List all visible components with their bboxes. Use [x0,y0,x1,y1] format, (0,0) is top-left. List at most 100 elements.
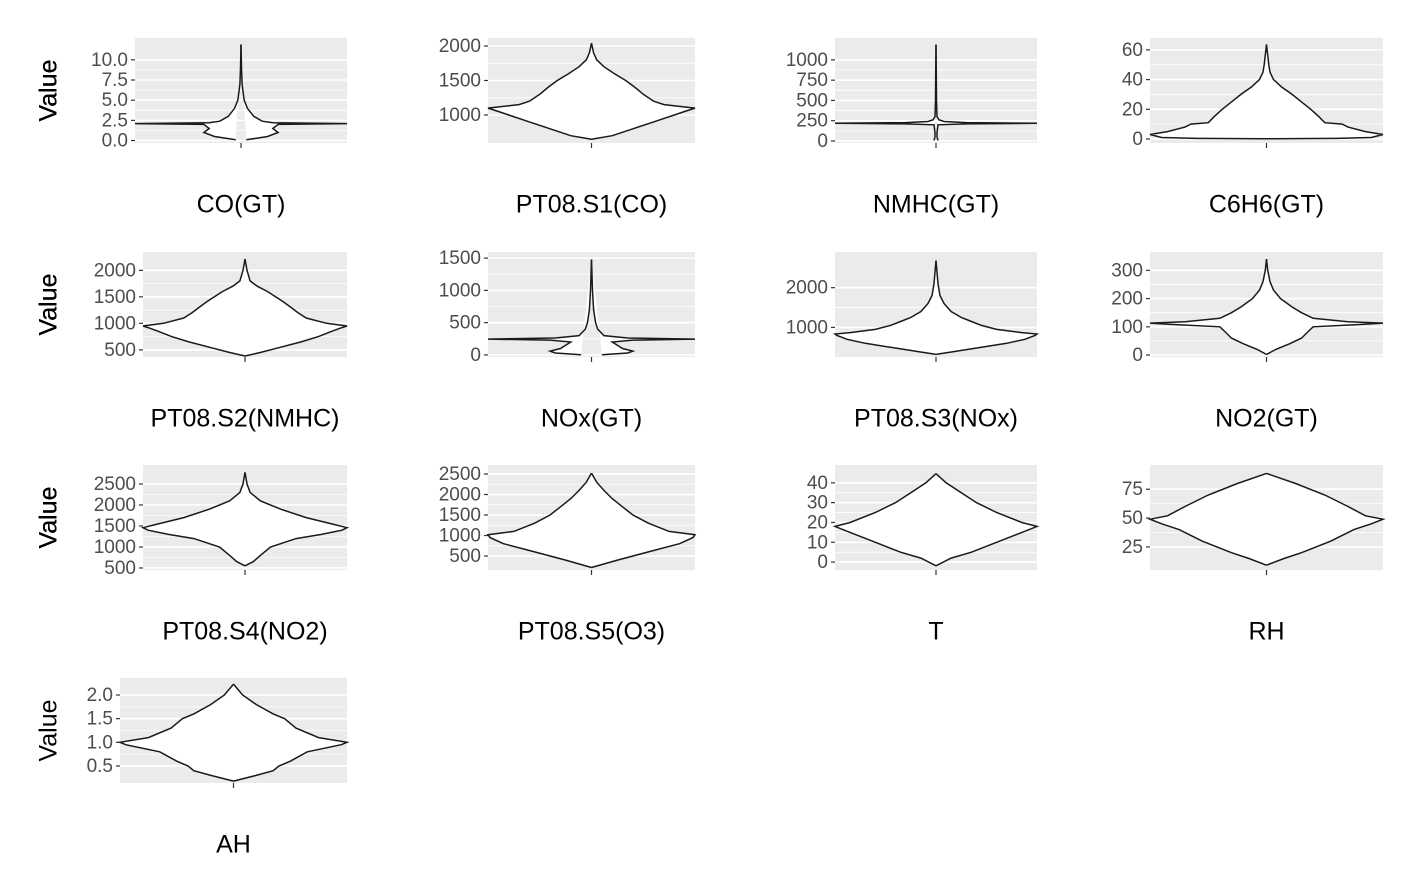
y-tick-label: 200 [1111,289,1143,310]
violin-left [832,260,937,356]
violin-left [117,683,235,782]
y-tick-label: 1000 [439,280,481,301]
y-tick-label: 300 [1111,260,1143,281]
y-axis-label: Value [35,59,63,121]
y-tick-label: 0.5 [87,756,113,777]
x-axis-label: CO(GT) [197,191,286,219]
y-tick-label: 0 [470,345,481,366]
violin-right [590,43,696,141]
y-tick-label: 1000 [94,313,136,334]
y-tick-label: 10.0 [91,50,128,71]
y-tick-label: 50 [1122,508,1143,529]
x-axis-label: NO2(GT) [1215,405,1318,433]
y-tick-label: 2.5 [102,110,128,131]
violin-left [486,472,593,569]
violin-right [1266,472,1386,566]
violin-left [134,44,242,141]
y-tick-label: 500 [104,340,136,361]
y-tick-label: 100 [1111,317,1143,338]
violin-left [834,44,937,141]
y-axis-label: Value [35,59,63,121]
y-axis-label: Value [35,486,63,548]
y-tick-label: 250 [796,111,828,132]
violin-right [935,473,1040,567]
y-tick-label: 20 [807,512,828,533]
violin-right [244,258,348,357]
y-tick-label: 1000 [439,526,481,547]
x-axis-label: PT08.S1(CO) [516,191,667,219]
y-tick-label: 0.0 [102,131,128,152]
y-axis-label: Value [35,486,63,548]
violin-left [832,473,937,567]
y-tick-label: 20 [1122,99,1143,120]
violin-left [1149,259,1268,356]
x-axis-label: T [928,618,943,646]
y-tick-label: 2.0 [87,685,113,706]
y-tick-label: 1500 [439,248,481,269]
violin-left [487,43,593,141]
violin-right [935,44,1038,141]
y-axis-label: Value [35,486,63,548]
y-tick-label: 1.5 [87,709,113,730]
y-tick-label: 1500 [94,287,136,308]
y-tick-label: 1000 [94,537,136,558]
y-axis-label: Value [35,59,63,121]
violin-left [1147,472,1267,566]
y-tick-label: 1000 [786,50,828,71]
y-tick-label: 1500 [439,71,481,92]
violin-right [1265,44,1384,140]
y-tick-label: 5.0 [102,90,128,111]
violin-left [487,259,593,356]
violin-left [142,258,246,357]
violin-left [140,472,246,567]
y-axis-label: Value [35,273,63,335]
violin-right [935,260,1040,356]
y-tick-label: 1000 [439,105,481,126]
x-axis-label: NMHC(GT) [873,191,999,219]
y-tick-label: 2000 [94,495,136,516]
y-axis-label: Value [35,273,63,335]
y-tick-label: 40 [1122,70,1143,91]
violin-right [590,259,696,356]
y-tick-label: 500 [796,90,828,111]
y-tick-label: 40 [807,473,828,494]
violin-right [1265,259,1384,356]
violin-right [590,472,697,569]
y-tick-label: 2000 [94,260,136,281]
y-tick-label: 0 [817,131,828,152]
y-tick-label: 75 [1122,479,1143,500]
x-axis-label: AH [216,831,251,859]
violin-right [244,472,350,567]
x-axis-label: C6H6(GT) [1209,191,1324,219]
x-axis-label: NOx(GT) [541,405,642,433]
y-tick-label: 1500 [94,516,136,537]
y-tick-label: 500 [104,558,136,579]
y-tick-label: 500 [449,546,481,567]
y-tick-label: 0 [1132,345,1143,366]
y-tick-label: 2000 [439,36,481,57]
y-tick-label: 30 [807,493,828,514]
y-tick-label: 25 [1122,537,1143,558]
y-tick-label: 2000 [439,485,481,506]
y-tick-label: 7.5 [102,70,128,91]
y-axis-label: Value [35,273,63,335]
y-tick-label: 0 [817,552,828,573]
y-tick-label: 2500 [439,464,481,485]
x-axis-label: PT08.S4(NO2) [162,618,327,646]
y-tick-label: 0 [1132,129,1143,150]
y-axis-label: Value [35,59,63,121]
y-tick-label: 1500 [439,505,481,526]
y-tick-label: 2000 [786,278,828,299]
y-tick-label: 2500 [94,474,136,495]
y-axis-label: Value [35,486,63,548]
y-tick-label: 500 [449,313,481,334]
y-tick-label: 1.0 [87,732,113,753]
y-tick-label: 750 [796,70,828,91]
x-axis-label: PT08.S3(NOx) [854,405,1018,433]
y-tick-label: 10 [807,532,828,553]
violin-right [240,44,348,141]
violin-left [1149,44,1268,140]
y-axis-label: Value [35,699,63,761]
violin-right [232,683,350,782]
